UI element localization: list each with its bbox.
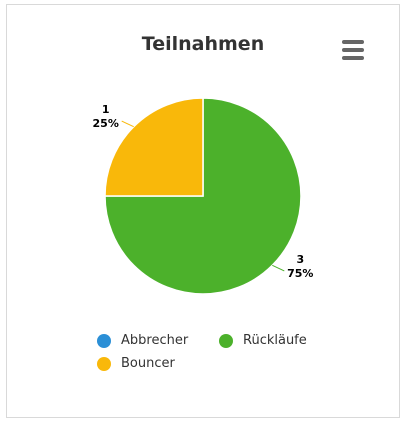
data-label-percent: 25%: [93, 117, 119, 130]
menu-bar: [342, 40, 364, 44]
legend-marker: [219, 333, 233, 348]
data-label-connector: [121, 120, 134, 128]
data-label-count: 3: [296, 253, 304, 266]
menu-bar: [342, 56, 364, 60]
pie-slice-bouncer[interactable]: [104, 97, 204, 197]
legend-label: Rückläufe: [243, 333, 307, 348]
legend-item-bouncer[interactable]: Bouncer: [97, 356, 175, 371]
legend-label: Bouncer: [121, 356, 175, 371]
menu-bar: [342, 48, 364, 52]
hamburger-menu-icon[interactable]: [340, 40, 366, 62]
data-label-connector: [272, 264, 285, 272]
legend-marker: [97, 333, 111, 348]
legend-item-abbrecher[interactable]: Abbrecher: [97, 333, 188, 348]
legend-item-ruecklaeufe[interactable]: Rückläufe: [219, 333, 307, 348]
data-label-percent: 75%: [287, 267, 313, 280]
data-label-count: 1: [102, 103, 110, 116]
legend-marker: [97, 356, 111, 371]
legend-label: Abbrecher: [121, 333, 189, 348]
chart-title: Teilnahmen: [141, 33, 265, 55]
